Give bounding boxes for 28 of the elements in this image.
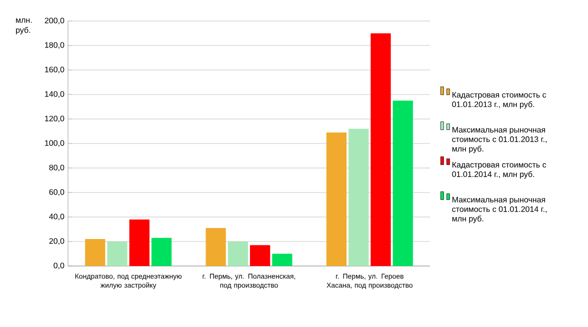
bar: [250, 245, 270, 266]
bar: [272, 254, 292, 266]
y-tick-label: 0,0: [54, 262, 64, 270]
y-tick-label: 160,0: [45, 66, 64, 74]
bar: [85, 239, 106, 266]
bar: [151, 238, 172, 266]
y-tick-label: 120,0: [45, 116, 64, 122]
bar: [326, 132, 347, 266]
y-tick-label: 200,0: [44, 18, 64, 24]
y-tick-label: 40,0: [49, 214, 64, 220]
y-tick-label: 140,0: [45, 91, 64, 98]
legend-label: Максимальная рыночная стоимость с 01.01.2013 г., млн руб.: [452, 127, 547, 154]
y-tick-label: 20,0: [49, 238, 64, 245]
legend-label: Кадастровая стоимость с 01.01.2013 г., млн руб.: [452, 92, 546, 109]
y-tick-label: 60,0: [49, 189, 64, 196]
y-tick-label: 100,0: [45, 140, 64, 147]
bar: [129, 219, 150, 266]
bar: [107, 242, 128, 266]
y-tick-label: 80,0: [49, 164, 64, 172]
y-axis-title: млн. руб.: [16, 18, 32, 34]
legend-label: Максимальная рыночная стоимость с 01.01.2014 г., млн руб.: [452, 196, 547, 224]
bar: [370, 33, 391, 266]
legend-label: Кадастровая стоимость с 01.01.2014 г., млн руб.: [452, 162, 546, 179]
bar: [206, 228, 226, 266]
bar: [228, 242, 248, 266]
bar: [348, 128, 369, 266]
y-tick-label: 180,0: [45, 42, 64, 49]
bar: [392, 100, 413, 266]
